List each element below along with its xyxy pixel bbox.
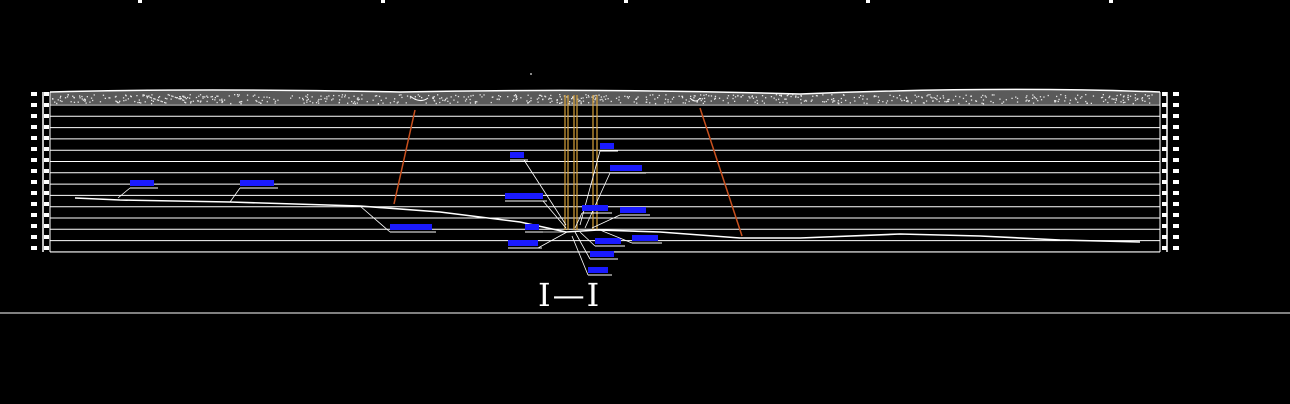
callout-11	[508, 231, 568, 249]
callout-9	[591, 207, 650, 229]
callout-13	[599, 229, 662, 244]
right-scale-bar	[1162, 92, 1179, 252]
callout-1	[117, 180, 158, 199]
ground-profile-line	[74, 197, 1141, 243]
callout-6	[584, 165, 646, 229]
top-ruler-ticks	[138, 0, 1113, 3]
callout-7	[505, 193, 567, 229]
callout-10	[525, 224, 566, 233]
callout-labels	[117, 143, 662, 276]
left-scale-bar	[31, 92, 49, 252]
callout-4	[510, 152, 567, 226]
callout-15	[571, 235, 612, 276]
dot-marker	[530, 73, 532, 75]
ground-surface-band	[49, 88, 1161, 105]
stratum-grid-lines	[49, 92, 1161, 253]
callout-12	[579, 231, 625, 247]
section-title: I—I	[538, 276, 602, 314]
callout-8	[574, 205, 612, 229]
excavation-slope-lines	[393, 95, 743, 237]
callout-3	[359, 205, 436, 233]
callout-2	[229, 180, 278, 203]
callout-14	[574, 231, 618, 260]
